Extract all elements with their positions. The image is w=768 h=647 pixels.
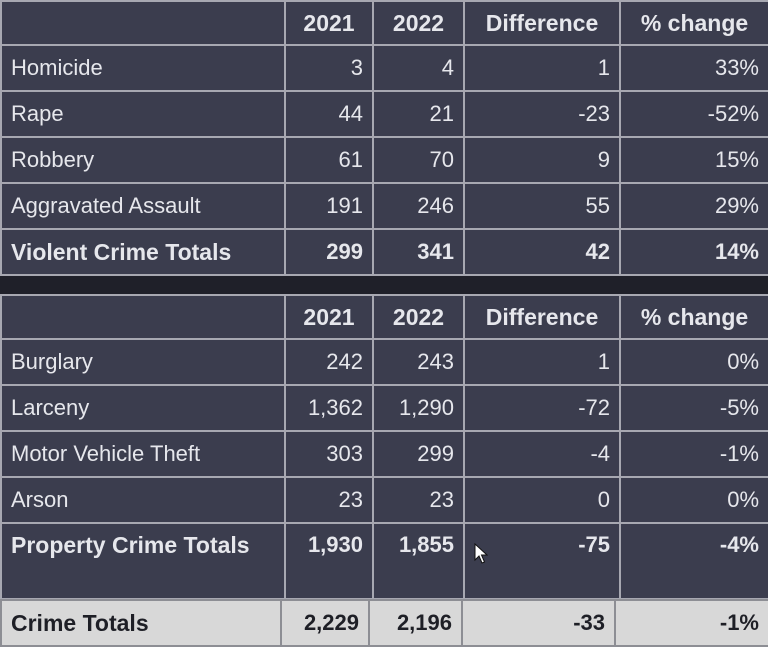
grand-total-table: Crime Totals 2,229 2,196 -33 -1% xyxy=(0,599,768,647)
value-2021: 44 xyxy=(284,90,374,138)
crime-name: Motor Vehicle Theft xyxy=(0,430,286,478)
total-2022: 341 xyxy=(372,228,465,276)
value-2022: 243 xyxy=(372,338,465,386)
value-difference: 9 xyxy=(463,136,621,184)
value-2022: 4 xyxy=(372,44,465,92)
property-header-row: 2021 2022 Difference % change xyxy=(0,294,768,340)
value-difference: 1 xyxy=(463,338,621,386)
total-percent-change: 14% xyxy=(619,228,768,276)
header-blank xyxy=(0,294,286,340)
table-row: Aggravated Assault 191 246 55 29% xyxy=(0,182,768,230)
value-percent-change: -5% xyxy=(619,384,768,432)
header-2021: 2021 xyxy=(284,0,374,46)
value-2021: 3 xyxy=(284,44,374,92)
value-2022: 70 xyxy=(372,136,465,184)
property-crime-table: 2021 2022 Difference % change Burglary 2… xyxy=(0,294,768,600)
total-percent-change: -4% xyxy=(619,522,768,600)
header-percent-change: % change xyxy=(619,0,768,46)
value-2021: 303 xyxy=(284,430,374,478)
header-2022: 2022 xyxy=(372,294,465,340)
property-total-row: Property Crime Totals 1,930 1,855 -75 -4… xyxy=(0,522,768,600)
crime-name: Robbery xyxy=(0,136,286,184)
table-row: Larceny 1,362 1,290 -72 -5% xyxy=(0,384,768,432)
total-2021: 299 xyxy=(284,228,374,276)
value-2021: 23 xyxy=(284,476,374,524)
value-2022: 1,290 xyxy=(372,384,465,432)
header-blank xyxy=(0,0,286,46)
crime-name: Burglary xyxy=(0,338,286,386)
value-2021: 1,362 xyxy=(284,384,374,432)
table-row: Burglary 242 243 1 0% xyxy=(0,338,768,386)
total-difference: 42 xyxy=(463,228,621,276)
header-2022: 2022 xyxy=(372,0,465,46)
header-difference: Difference xyxy=(463,294,621,340)
crime-name: Arson xyxy=(0,476,286,524)
total-difference: -75 xyxy=(463,522,621,600)
value-percent-change: -52% xyxy=(619,90,768,138)
value-difference: -4 xyxy=(463,430,621,478)
violent-header-row: 2021 2022 Difference % change xyxy=(0,0,768,46)
value-2021: 61 xyxy=(284,136,374,184)
value-2021: 191 xyxy=(284,182,374,230)
value-percent-change: -1% xyxy=(619,430,768,478)
grand-total-2022: 2,196 xyxy=(368,599,463,647)
value-2022: 23 xyxy=(372,476,465,524)
grand-total-label: Crime Totals xyxy=(0,599,282,647)
value-percent-change: 0% xyxy=(619,338,768,386)
grand-total-row: Crime Totals 2,229 2,196 -33 -1% xyxy=(0,599,768,647)
value-difference: 1 xyxy=(463,44,621,92)
total-2022: 1,855 xyxy=(372,522,465,600)
total-2021: 1,930 xyxy=(284,522,374,600)
header-percent-change: % change xyxy=(619,294,768,340)
value-percent-change: 33% xyxy=(619,44,768,92)
header-2021: 2021 xyxy=(284,294,374,340)
grand-total-2021: 2,229 xyxy=(280,599,370,647)
value-percent-change: 0% xyxy=(619,476,768,524)
value-2022: 246 xyxy=(372,182,465,230)
value-2022: 299 xyxy=(372,430,465,478)
total-label: Violent Crime Totals xyxy=(0,228,286,276)
table-row: Robbery 61 70 9 15% xyxy=(0,136,768,184)
table-row: Arson 23 23 0 0% xyxy=(0,476,768,524)
mouse-pointer-icon xyxy=(474,543,488,564)
crime-name: Homicide xyxy=(0,44,286,92)
value-difference: -23 xyxy=(463,90,621,138)
table-divider xyxy=(0,280,768,294)
crime-name: Aggravated Assault xyxy=(0,182,286,230)
table-row: Motor Vehicle Theft 303 299 -4 -1% xyxy=(0,430,768,478)
grand-total-difference: -33 xyxy=(461,599,616,647)
header-difference: Difference xyxy=(463,0,621,46)
value-percent-change: 29% xyxy=(619,182,768,230)
crime-name: Rape xyxy=(0,90,286,138)
grand-total-percent-change: -1% xyxy=(614,599,768,647)
total-label: Property Crime Totals xyxy=(0,522,286,600)
value-2022: 21 xyxy=(372,90,465,138)
table-row: Homicide 3 4 1 33% xyxy=(0,44,768,92)
value-difference: -72 xyxy=(463,384,621,432)
table-row: Rape 44 21 -23 -52% xyxy=(0,90,768,138)
violent-total-row: Violent Crime Totals 299 341 42 14% xyxy=(0,228,768,276)
violent-crime-table: 2021 2022 Difference % change Homicide 3… xyxy=(0,0,768,276)
value-2021: 242 xyxy=(284,338,374,386)
value-difference: 55 xyxy=(463,182,621,230)
value-percent-change: 15% xyxy=(619,136,768,184)
value-difference: 0 xyxy=(463,476,621,524)
crime-name: Larceny xyxy=(0,384,286,432)
